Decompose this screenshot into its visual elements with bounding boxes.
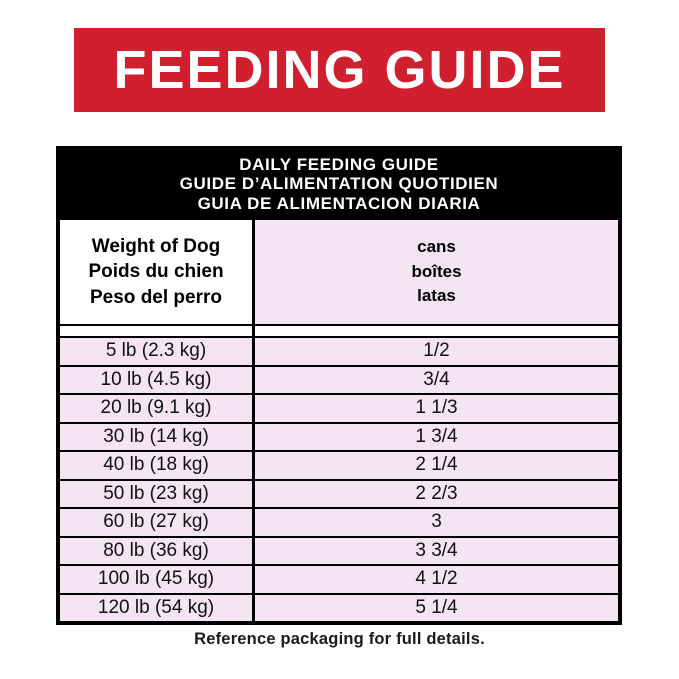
- weight-cell: 50 lb (23 kg): [60, 480, 255, 508]
- weight-header-fr: Poids du chien: [88, 261, 224, 283]
- feeding-guide-banner: FEEDING GUIDE: [74, 28, 605, 112]
- cans-cell: 3: [255, 509, 618, 536]
- table-row: 5 lb (2.3 kg) 1/2: [60, 336, 618, 365]
- cans-header-en: cans: [417, 237, 456, 257]
- banner-title: FEEDING GUIDE: [113, 40, 566, 100]
- weight-cell: 100 lb (45 kg): [60, 566, 255, 593]
- table-row: 80 lb (36 kg) 3 3/4: [60, 535, 618, 565]
- column-header-row: Weight of Dog Poids du chien Peso del pe…: [60, 220, 618, 325]
- table-row: 20 lb (9.1 kg) 1 1/3: [60, 393, 618, 422]
- weight-cell: 40 lb (18 kg): [60, 452, 255, 479]
- table-row: 60 lb (27 kg) 3: [60, 507, 618, 536]
- cans-cell: 1 1/3: [255, 395, 618, 422]
- feeding-guide-table: DAILY FEEDING GUIDE GUIDE D’ALIMENTATION…: [56, 146, 622, 626]
- weight-cell: 30 lb (14 kg): [60, 423, 255, 451]
- weight-cell: 10 lb (4.5 kg): [60, 366, 255, 394]
- table-row: 50 lb (23 kg) 2 2/3: [60, 478, 618, 508]
- header-spacer-row: [60, 324, 618, 337]
- table-row: 10 lb (4.5 kg) 3/4: [60, 364, 618, 394]
- cans-cell: 1 3/4: [255, 423, 618, 451]
- table-rows: 5 lb (2.3 kg) 1/2 10 lb (4.5 kg) 3/4 20 lb (…: [60, 336, 618, 622]
- cans-cell: 5 1/4: [255, 594, 618, 622]
- table-title-block: DAILY FEEDING GUIDE GUIDE D’ALIMENTATION…: [60, 150, 618, 221]
- table-title-line-es: GUIA DE ALIMENTACION DIARIA: [197, 193, 481, 213]
- cans-cell: 1/2: [255, 338, 618, 365]
- weight-cell: 80 lb (36 kg): [60, 537, 255, 565]
- weight-header-en: Weight of Dog: [91, 235, 221, 257]
- cans-cell: 2 1/4: [255, 452, 618, 479]
- spacer-right-cell: [255, 326, 618, 336]
- cans-cell: 3 3/4: [255, 537, 618, 565]
- spacer-left-cell: [60, 326, 255, 337]
- weight-column-header: Weight of Dog Poids du chien Peso del pe…: [60, 220, 255, 325]
- footer-note: Reference packaging for full details.: [194, 630, 485, 648]
- table-title-line-en: DAILY FEEDING GUIDE: [239, 155, 439, 174]
- weight-header-es: Peso del perro: [90, 286, 222, 308]
- cans-header-fr: boîtes: [411, 261, 462, 281]
- cans-cell: 3/4: [255, 366, 618, 394]
- cans-header-es: latas: [417, 286, 456, 306]
- weight-cell: 120 lb (54 kg): [60, 594, 255, 622]
- table-title-line-fr: GUIDE D’ALIMENTATION QUOTIDIEN: [179, 174, 499, 194]
- weight-cell: 5 lb (2.3 kg): [60, 338, 255, 365]
- weight-cell: 60 lb (27 kg): [60, 509, 255, 536]
- table-row: 100 lb (45 kg) 4 1/2: [60, 564, 618, 593]
- table-row: 120 lb (54 kg) 5 1/4: [60, 592, 618, 622]
- table-row: 40 lb (18 kg) 2 1/4: [60, 450, 618, 479]
- cans-cell: 2 2/3: [255, 480, 618, 508]
- table-row: 30 lb (14 kg) 1 3/4: [60, 421, 618, 451]
- weight-cell: 20 lb (9.1 kg): [60, 395, 255, 422]
- cans-column-header: cans boîtes latas: [255, 220, 618, 325]
- cans-cell: 4 1/2: [255, 566, 618, 593]
